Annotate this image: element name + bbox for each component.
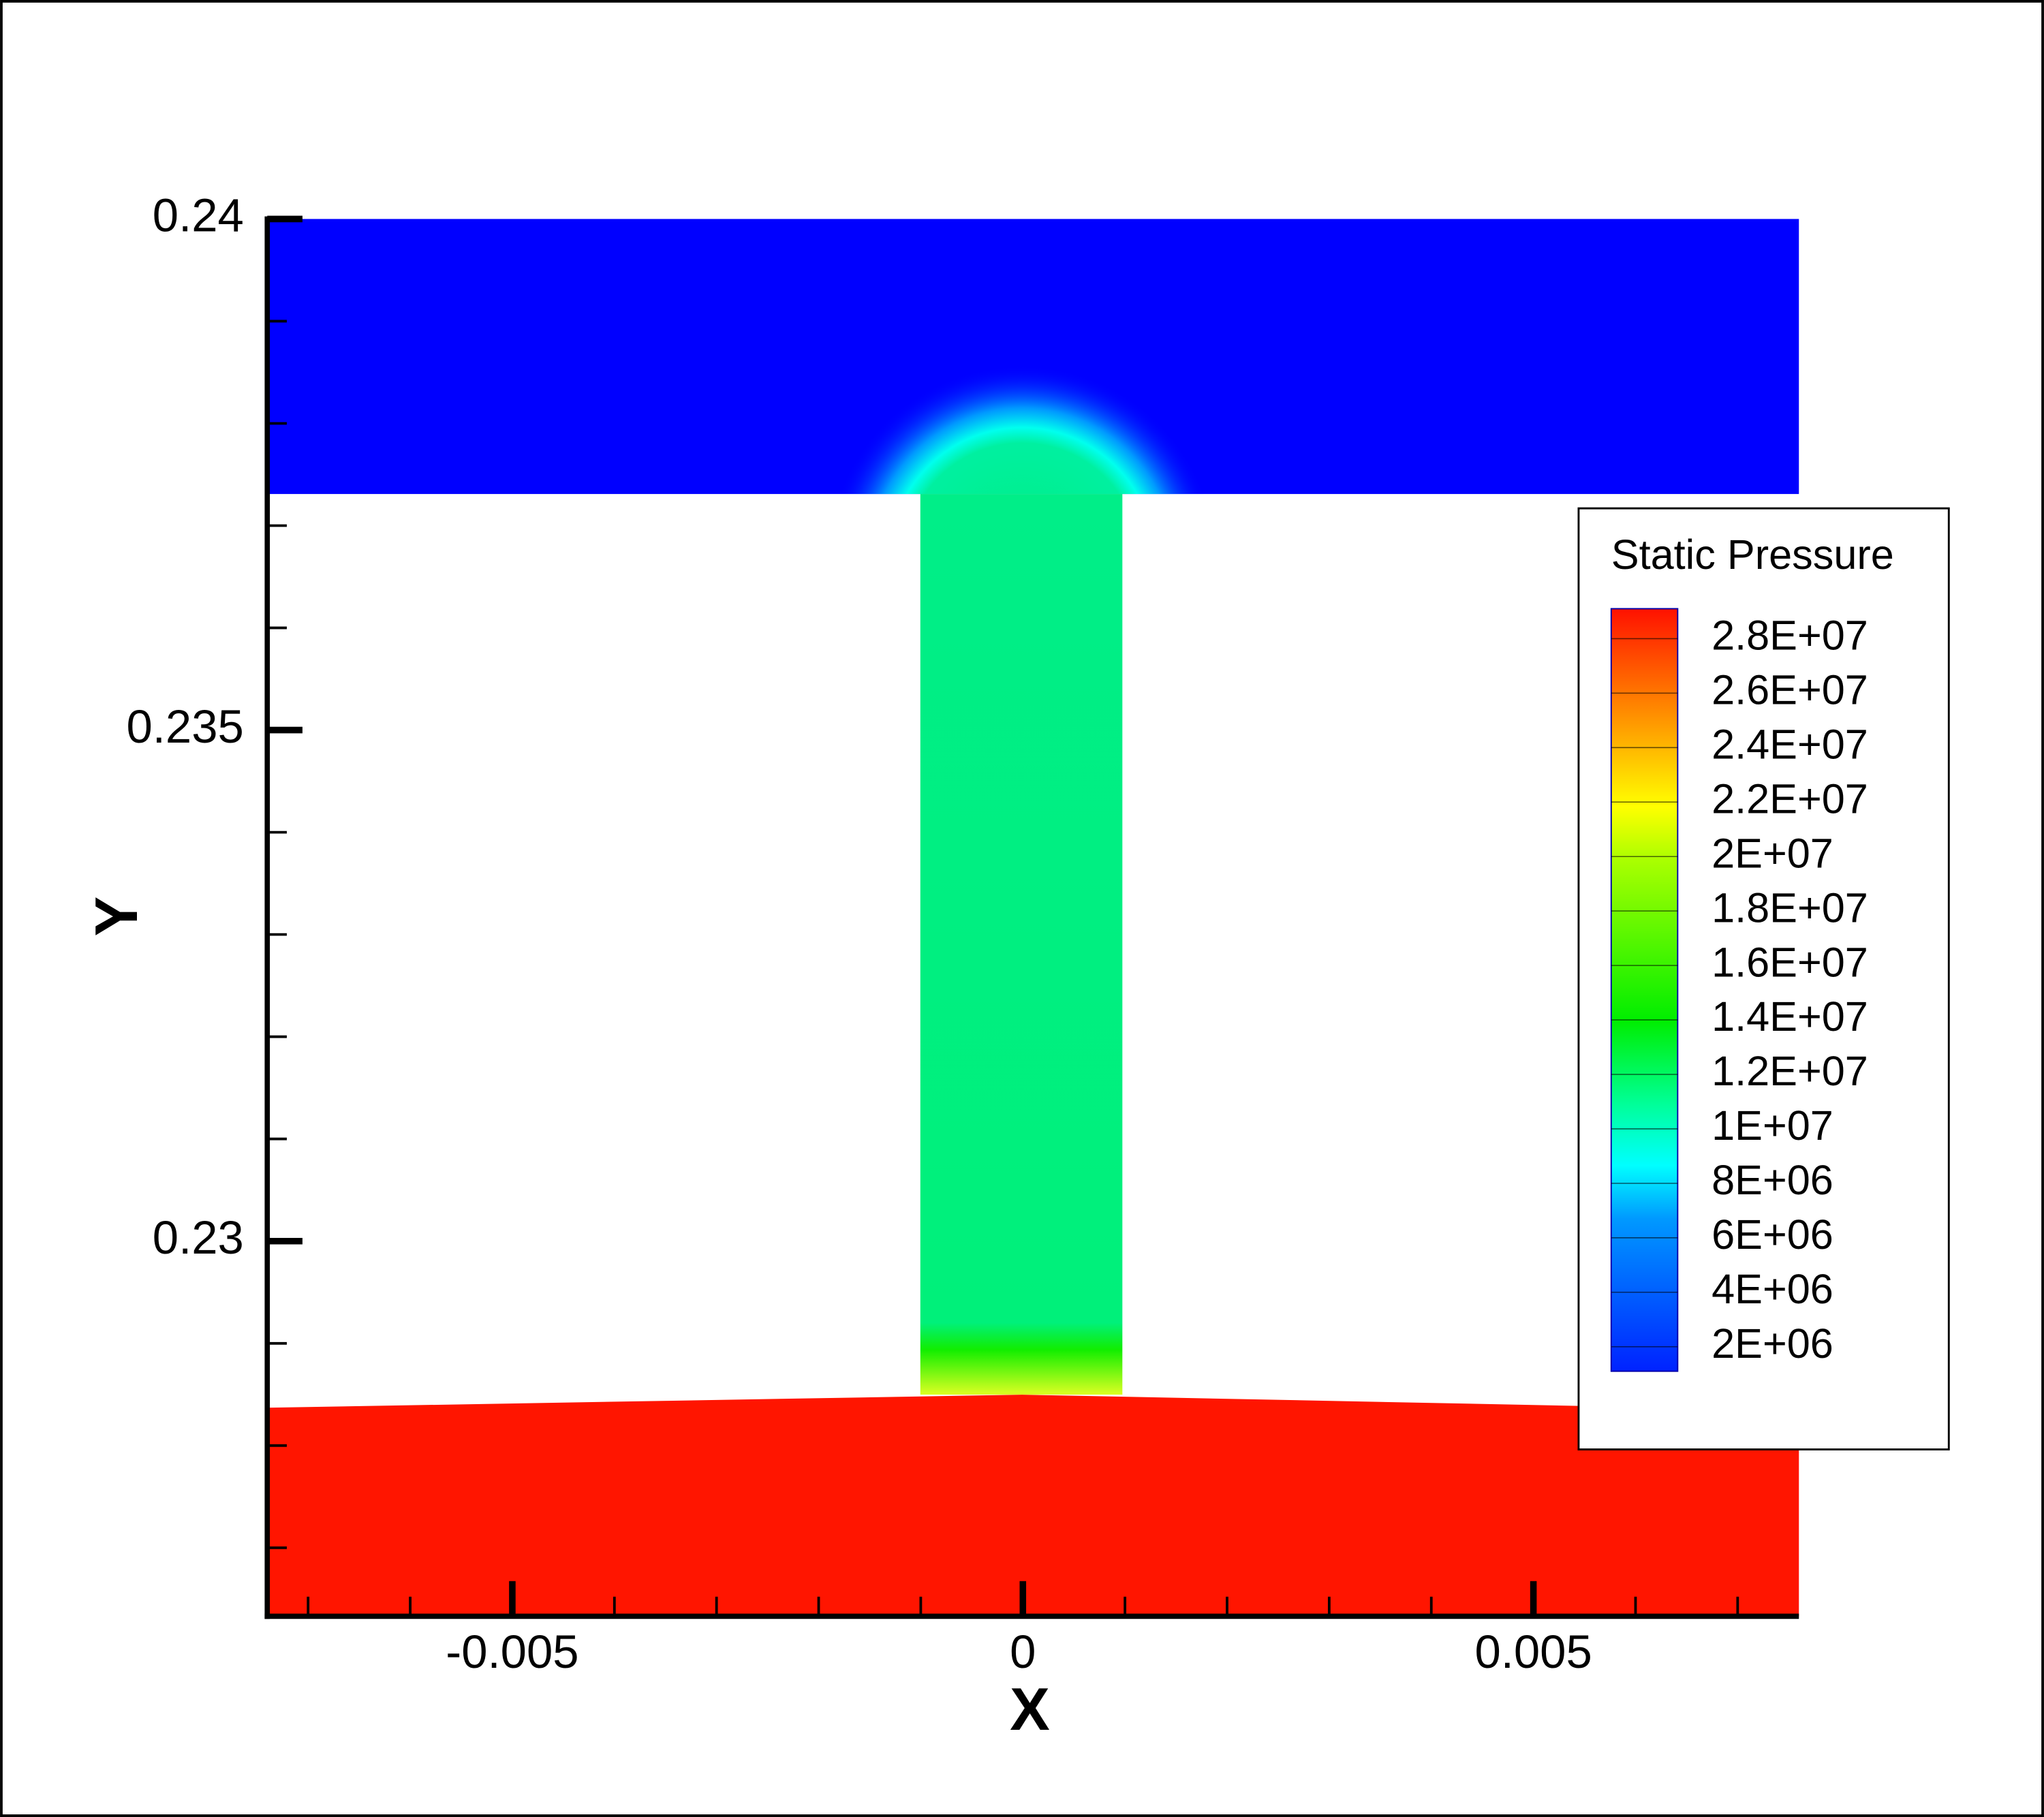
y-axis-title: Y (82, 897, 150, 937)
colorbar-label: 1.2E+07 (1712, 1048, 1868, 1094)
colorbar-label: 8E+06 (1712, 1157, 1833, 1203)
colorbar-label: 2E+06 (1712, 1320, 1833, 1367)
x-tick-label: -0.005 (446, 1626, 578, 1678)
colorbar-label: 1.6E+07 (1712, 939, 1868, 985)
colorbar-label: 2.8E+07 (1712, 612, 1868, 659)
colorbar-label: 1.4E+07 (1712, 993, 1868, 1040)
field-region (267, 1395, 1799, 1617)
colorbar-label: 4E+06 (1712, 1266, 1833, 1312)
x-tick-label: 0 (1010, 1626, 1036, 1678)
colorbar-label: 1E+07 (1712, 1102, 1833, 1149)
field-region (920, 494, 1123, 1395)
y-tick-label: 0.23 (153, 1211, 244, 1264)
colorbar (1610, 608, 1679, 1372)
colorbar-label: 2E+07 (1712, 830, 1833, 876)
y-tick-label: 0.235 (126, 700, 243, 753)
field-region (838, 364, 1206, 495)
colorbar-label: 6E+06 (1712, 1211, 1833, 1258)
x-axis-title: X (1010, 1675, 1050, 1743)
x-tick-label: 0.005 (1474, 1626, 1592, 1678)
colorbar-label: 1.8E+07 (1712, 884, 1868, 931)
colorbar-label: 2.2E+07 (1712, 775, 1868, 822)
legend-title: Static Pressure (1611, 531, 1894, 578)
colorbar-label: 2.4E+07 (1712, 721, 1868, 767)
colorbar-label: 2.6E+07 (1712, 667, 1868, 713)
y-tick-label: 0.24 (153, 189, 244, 242)
